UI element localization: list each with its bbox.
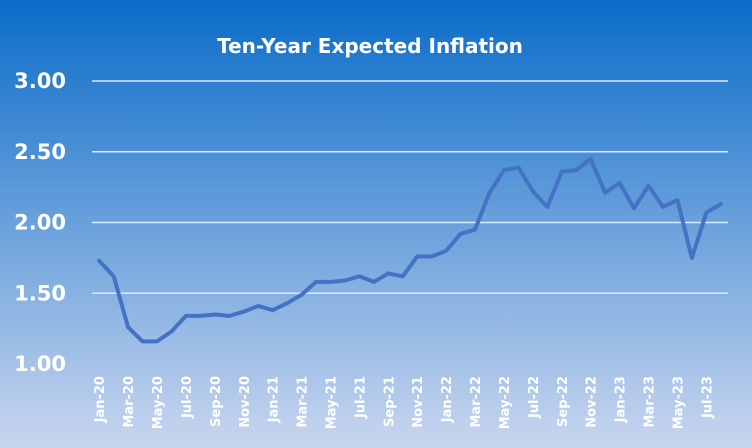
x-tick-label: Mar-21	[296, 376, 311, 428]
x-tick-label: Jul-20	[180, 376, 195, 419]
x-axis-ticks: Jan-20 Mar-20 May-20 Jul-20 Sep-20 Nov-20 Jan-…	[93, 376, 715, 429]
x-tick-label: Sep-20	[209, 376, 224, 427]
x-tick-label: Sep-21	[382, 376, 397, 427]
chart-title: Ten-Year Expected Inflation	[217, 34, 523, 58]
x-tick-label: Mar-22	[469, 376, 484, 428]
series-line	[97, 156, 723, 344]
x-tick-label: Jul-23	[700, 376, 715, 419]
x-tick-label: May-21	[325, 376, 340, 429]
x-tick-label: Sep-22	[556, 376, 571, 427]
x-tick-label: Jul-21	[353, 376, 368, 419]
y-tick-label: 1.50	[14, 281, 66, 305]
series-group	[97, 156, 723, 344]
x-tick-label: May-20	[151, 376, 166, 429]
x-tick-label: Jul-22	[527, 376, 542, 419]
y-tick-label: 1.00	[14, 352, 66, 376]
x-tick-label: Nov-20	[238, 376, 253, 428]
x-tick-label: Jan-22	[440, 376, 455, 423]
x-tick-label: Mar-20	[122, 376, 137, 428]
x-tick-label: Nov-22	[585, 376, 600, 428]
x-tick-label: Nov-21	[411, 376, 426, 428]
y-tick-label: 2.00	[14, 211, 66, 235]
gridlines	[92, 80, 728, 294]
x-tick-label: May-22	[498, 376, 513, 429]
x-tick-label: Jan-21	[267, 376, 282, 423]
x-tick-label: Jan-20	[93, 376, 108, 423]
y-tick-label: 2.50	[14, 140, 66, 164]
x-tick-label: May-23	[671, 376, 686, 429]
y-axis-ticks: 1.00 1.50 2.00 2.50 3.00	[14, 69, 66, 376]
x-tick-label: Mar-23	[643, 376, 658, 428]
y-tick-label: 3.00	[14, 69, 66, 93]
x-tick-label: Jan-23	[614, 376, 629, 423]
